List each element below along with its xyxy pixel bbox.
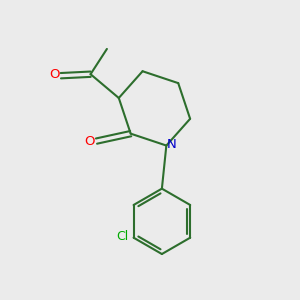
Text: O: O [49, 68, 59, 81]
Text: N: N [167, 138, 177, 151]
Text: Cl: Cl [116, 230, 128, 243]
Text: O: O [85, 135, 95, 148]
